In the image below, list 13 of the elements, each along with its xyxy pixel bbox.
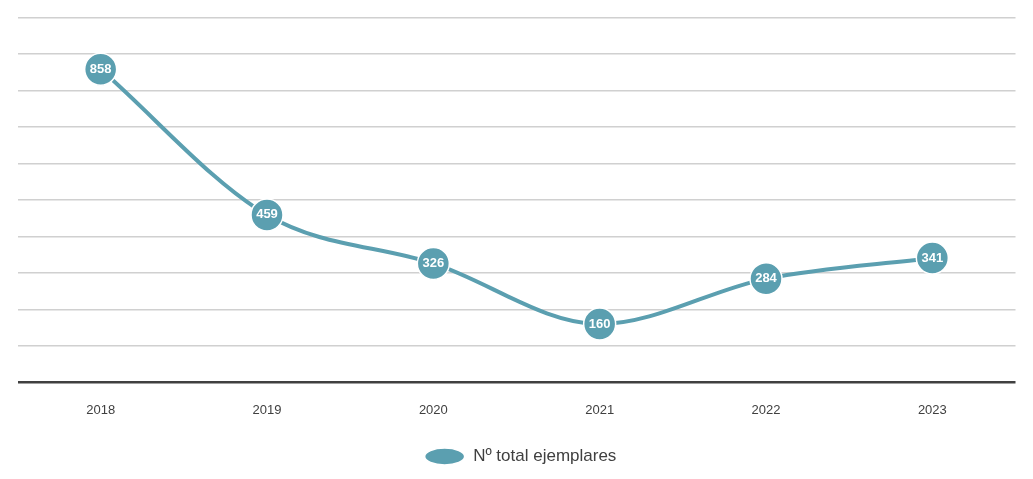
data-label: 858 [89,60,112,76]
x-tick-label: 2022 [751,401,781,417]
data-label: 341 [921,249,944,265]
legend-label: Nº total ejemplares [473,446,617,466]
x-tick-label: 2020 [418,401,448,417]
data-label: 326 [422,255,445,271]
x-tick-label: 2023 [917,401,947,417]
data-label: 284 [755,270,778,286]
data-label: 459 [256,206,278,222]
x-tick-label: 2018 [86,401,116,417]
data-label: 160 [588,315,611,331]
x-tick-label: 2021 [585,401,615,417]
x-tick-label: 2019 [252,401,282,417]
